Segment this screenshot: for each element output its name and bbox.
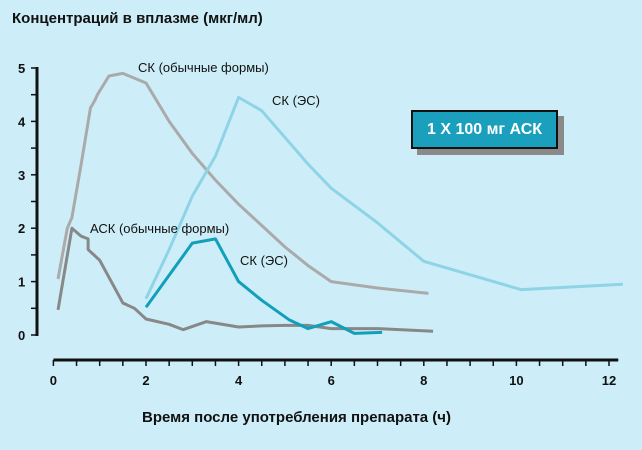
series-label-2: АСК (обычные формы) (90, 221, 229, 236)
y-tick-label: 1 (18, 275, 25, 290)
series-label-3: СК (ЭС) (240, 253, 288, 268)
x-tick-label: 12 (602, 373, 616, 388)
x-tick-label: 10 (509, 373, 523, 388)
x-tick-label: 2 (142, 373, 149, 388)
x-axis-label: Время после употребления препарата (ч) (142, 409, 452, 426)
series-label-1: СК (ЭС) (272, 93, 320, 108)
x-tick-label: 4 (235, 373, 243, 388)
series-line-0 (56, 71, 429, 295)
y-tick-label: 4 (18, 114, 26, 129)
y-tick-label: 0 (18, 328, 25, 343)
series-label-0: СК (обычные формы) (138, 60, 269, 75)
dose-annotation-box: 1 X 100 мг АСК (411, 110, 558, 149)
x-tick-label: 0 (50, 373, 57, 388)
y-tick-label: 2 (18, 221, 25, 236)
series-line-1 (144, 95, 623, 300)
series-line-3 (144, 237, 383, 335)
series-line-2 (56, 226, 434, 333)
chart-title: Концентраций в вплазме (мкг/мл) (12, 10, 263, 27)
y-tick-label: 3 (18, 168, 25, 183)
x-tick-label: 6 (328, 373, 335, 388)
x-tick-label: 8 (420, 373, 427, 388)
y-tick-label: 5 (18, 61, 25, 76)
